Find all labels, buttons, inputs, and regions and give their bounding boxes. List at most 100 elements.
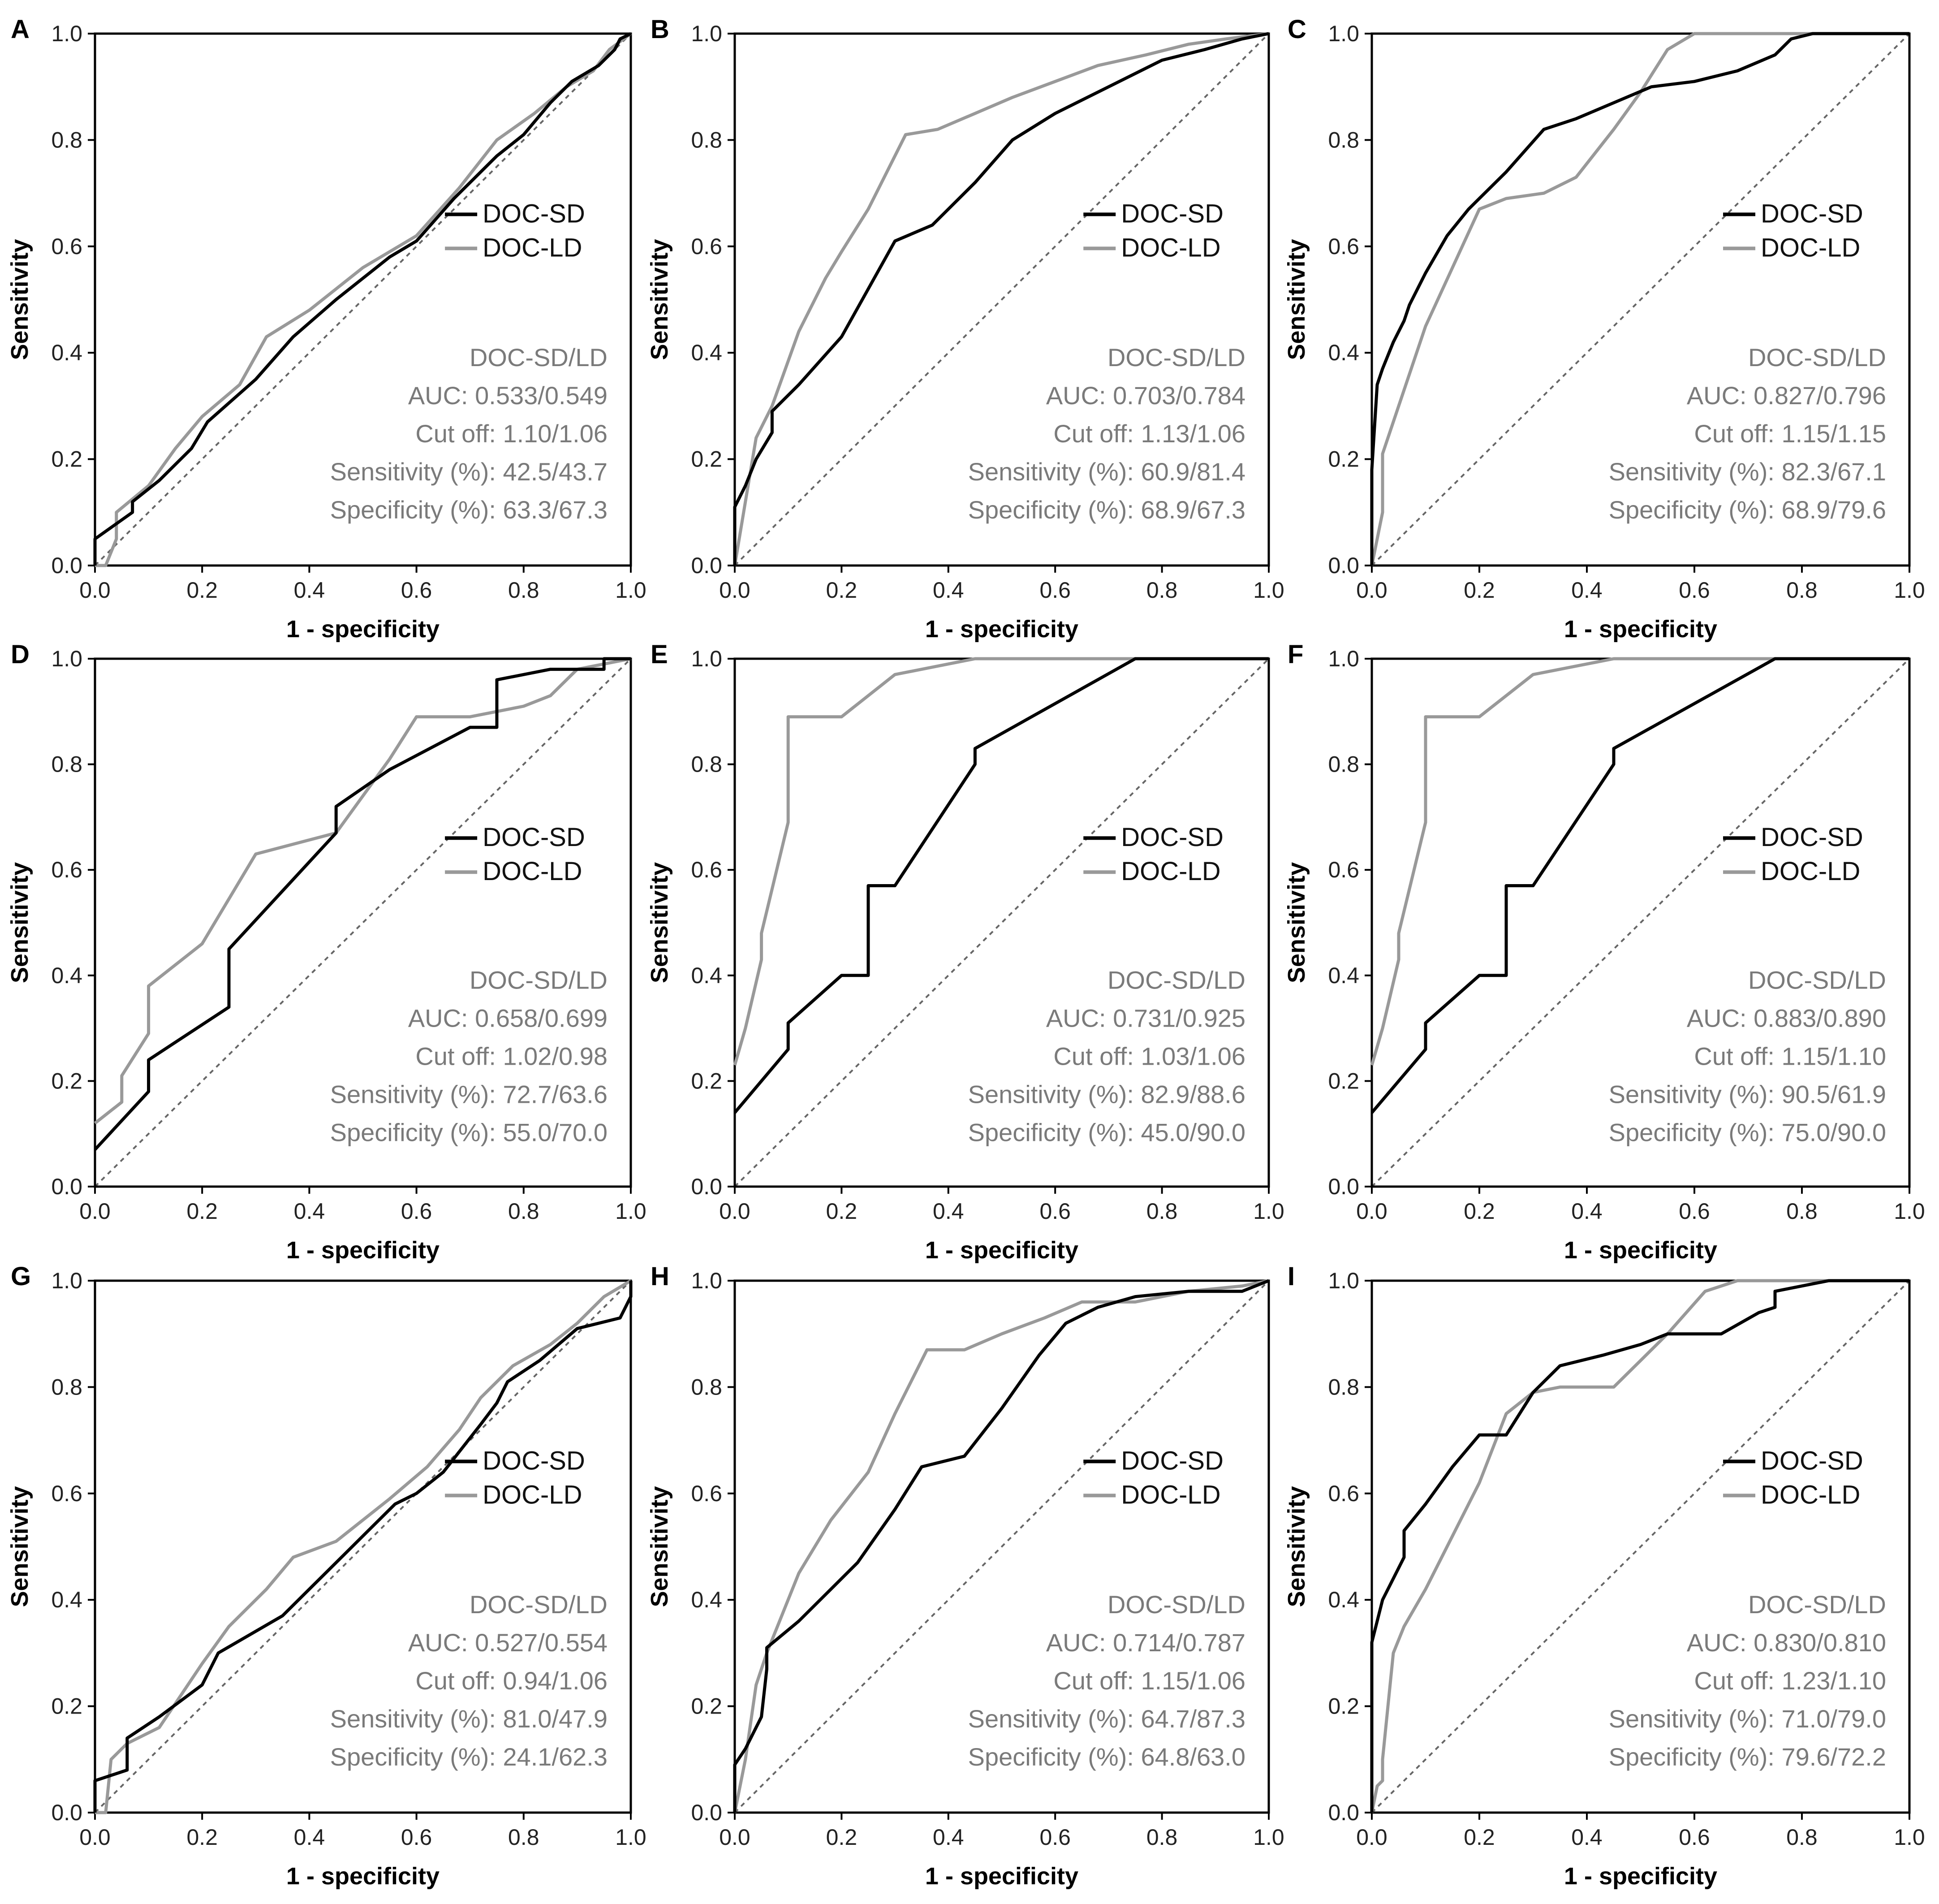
panel-g: G 0.0 0.2 0.4 0.6 0.8 1.0 0.0 0.2 0.4 0.6 0.8 1.0 1 -… xyxy=(6,1262,646,1890)
y-tick-label: 1.0 xyxy=(1328,21,1359,46)
legend-label-doc-ld: DOC-LD xyxy=(483,857,582,886)
plot-frame xyxy=(1370,1279,1911,1814)
x-tick-label: 0.2 xyxy=(826,1825,857,1850)
y-tick-label: 0.6 xyxy=(691,857,722,882)
y-axis-label: Sensitivity xyxy=(1283,862,1310,983)
x-tick-label: 0.4 xyxy=(933,578,964,603)
y-axis-label: Sensitivity xyxy=(1283,239,1310,360)
y-tick-label: 0.6 xyxy=(691,1481,722,1506)
x-tick-label: 0.0 xyxy=(719,1199,750,1224)
stats-line: Specificity (%): 68.9/79.6 xyxy=(1609,496,1886,524)
stats-line: AUC: 0.527/0.554 xyxy=(408,1628,608,1657)
x-tick-label: 0.4 xyxy=(933,1199,964,1224)
x-tick-label: 1.0 xyxy=(615,1199,646,1224)
y-axis-label: Sensitivity xyxy=(646,239,673,360)
x-tick-label: 0.6 xyxy=(1679,1199,1710,1224)
x-tick-label: 0.6 xyxy=(1039,1199,1071,1224)
x-axis-label: 1 - specificity xyxy=(1564,1863,1717,1890)
x-tick-label: 1.0 xyxy=(615,1825,646,1850)
legend-label-doc-ld: DOC-LD xyxy=(1121,233,1220,262)
stats-line: AUC: 0.830/0.810 xyxy=(1687,1628,1886,1657)
stats-line: AUC: 0.533/0.549 xyxy=(408,381,608,410)
plot-frame xyxy=(94,32,632,567)
roc-curve-doc-sd xyxy=(733,657,1269,1114)
panel-c: C 0.0 0.2 0.4 0.6 0.8 1.0 0.0 0.2 0.4 0.6 0.8 1.0 1 -… xyxy=(1283,15,1925,643)
roc-curve-doc-ld xyxy=(1370,32,1909,566)
panel-letter: E xyxy=(651,640,668,669)
y-tick-label: 0.2 xyxy=(51,1068,82,1093)
x-tick-label: 0.2 xyxy=(186,1825,218,1850)
stats-line: Cut off: 1.15/1.10 xyxy=(1694,1042,1886,1070)
y-tick-label: 0.6 xyxy=(1328,857,1359,882)
legend-label-doc-sd: DOC-SD xyxy=(483,199,585,228)
x-tick-label: 0.2 xyxy=(186,578,218,603)
legend-label-doc-ld: DOC-LD xyxy=(1761,1480,1860,1509)
reference-diagonal-line xyxy=(734,33,1270,566)
x-tick-label: 1.0 xyxy=(1253,1825,1284,1850)
y-tick-label: 0.2 xyxy=(1328,447,1359,472)
stats-line: Specificity (%): 64.8/63.0 xyxy=(968,1743,1245,1771)
x-tick-label: 0.8 xyxy=(1146,1825,1178,1850)
stats-line: DOC-SD/LD xyxy=(1748,966,1886,994)
stats-line: Sensitivity (%): 72.7/63.6 xyxy=(330,1080,608,1108)
y-tick-label: 0.0 xyxy=(691,1174,722,1199)
stats-line: Specificity (%): 55.0/70.0 xyxy=(330,1118,608,1146)
y-tick-label: 0.2 xyxy=(1328,1068,1359,1093)
y-tick-label: 0.8 xyxy=(51,752,82,777)
stats-line: Cut off: 1.02/0.98 xyxy=(415,1042,608,1070)
y-tick-label: 0.8 xyxy=(1328,752,1359,777)
legend-label-doc-sd: DOC-SD xyxy=(483,823,585,852)
y-tick-label: 1.0 xyxy=(691,1268,722,1293)
stats-line: Cut off: 0.94/1.06 xyxy=(415,1667,608,1695)
y-tick-label: 0.0 xyxy=(1328,1800,1359,1825)
x-tick-label: 0.8 xyxy=(1146,578,1178,603)
x-tick-label: 0.4 xyxy=(294,1199,325,1224)
stats-line: DOC-SD/LD xyxy=(1748,343,1886,371)
x-tick-label: 1.0 xyxy=(1894,1825,1925,1850)
y-tick-label: 0.8 xyxy=(691,127,722,152)
plot-frame xyxy=(733,1279,1270,1814)
x-axis-label: 1 - specificity xyxy=(925,616,1078,643)
y-tick-label: 0.8 xyxy=(51,127,82,152)
y-tick-label: 0.2 xyxy=(51,1694,82,1719)
stats-line: AUC: 0.731/0.925 xyxy=(1046,1004,1245,1032)
x-tick-label: 0.0 xyxy=(719,578,750,603)
stats-line: Cut off: 1.03/1.06 xyxy=(1053,1042,1245,1070)
stats-line: Specificity (%): 45.0/90.0 xyxy=(968,1118,1245,1146)
stats-line: Cut off: 1.15/1.06 xyxy=(1053,1667,1245,1695)
stats-line: Sensitivity (%): 90.5/61.9 xyxy=(1609,1080,1886,1108)
y-tick-label: 0.8 xyxy=(1328,1374,1359,1399)
x-tick-label: 0.4 xyxy=(294,578,325,603)
panel-letter: B xyxy=(651,15,669,44)
y-tick-label: 0.0 xyxy=(51,1800,82,1825)
legend-label-doc-sd: DOC-SD xyxy=(1121,199,1224,228)
stats-line: Cut off: 1.23/1.10 xyxy=(1694,1667,1886,1695)
x-tick-label: 0.4 xyxy=(1571,578,1603,603)
y-tick-label: 0.8 xyxy=(51,1374,82,1399)
x-tick-label: 0.2 xyxy=(186,1199,218,1224)
x-tick-label: 0.0 xyxy=(79,578,111,603)
x-tick-label: 0.8 xyxy=(1786,1199,1818,1224)
plot-frame xyxy=(94,657,632,1188)
stats-line: Sensitivity (%): 82.9/88.6 xyxy=(968,1080,1245,1108)
roc-curve-doc-ld xyxy=(733,1279,1269,1813)
stats-line: Sensitivity (%): 81.0/47.9 xyxy=(330,1705,608,1733)
stats-line: Specificity (%): 68.9/67.3 xyxy=(968,496,1245,524)
legend-label-doc-sd: DOC-SD xyxy=(1121,1446,1224,1475)
y-axis-label: Sensitivity xyxy=(6,239,33,360)
stats-line: DOC-SD/LD xyxy=(1107,966,1245,994)
y-tick-label: 0.2 xyxy=(691,1068,722,1093)
y-tick-label: 1.0 xyxy=(51,21,82,46)
legend-label-doc-ld: DOC-LD xyxy=(1121,1480,1220,1509)
x-axis-label: 1 - specificity xyxy=(286,1863,440,1890)
x-tick-label: 0.0 xyxy=(1356,1825,1387,1850)
x-tick-label: 0.8 xyxy=(508,1825,539,1850)
x-tick-label: 0.6 xyxy=(401,1825,432,1850)
panel-a: A 0.0 0.2 0.4 0.6 0.8 1.0 0.0 0.2 0.4 0.6 0.8 1.0 1 -… xyxy=(6,15,646,643)
x-axis-label: 1 - specificity xyxy=(286,616,440,643)
stats-line: AUC: 0.703/0.784 xyxy=(1046,381,1245,410)
panel-e: E 0.0 0.2 0.4 0.6 0.8 1.0 0.0 0.2 0.4 0.6 0.8 1.0 1 -… xyxy=(646,640,1284,1264)
y-tick-label: 0.4 xyxy=(1328,963,1359,988)
roc-curve-doc-sd xyxy=(93,1281,633,1813)
